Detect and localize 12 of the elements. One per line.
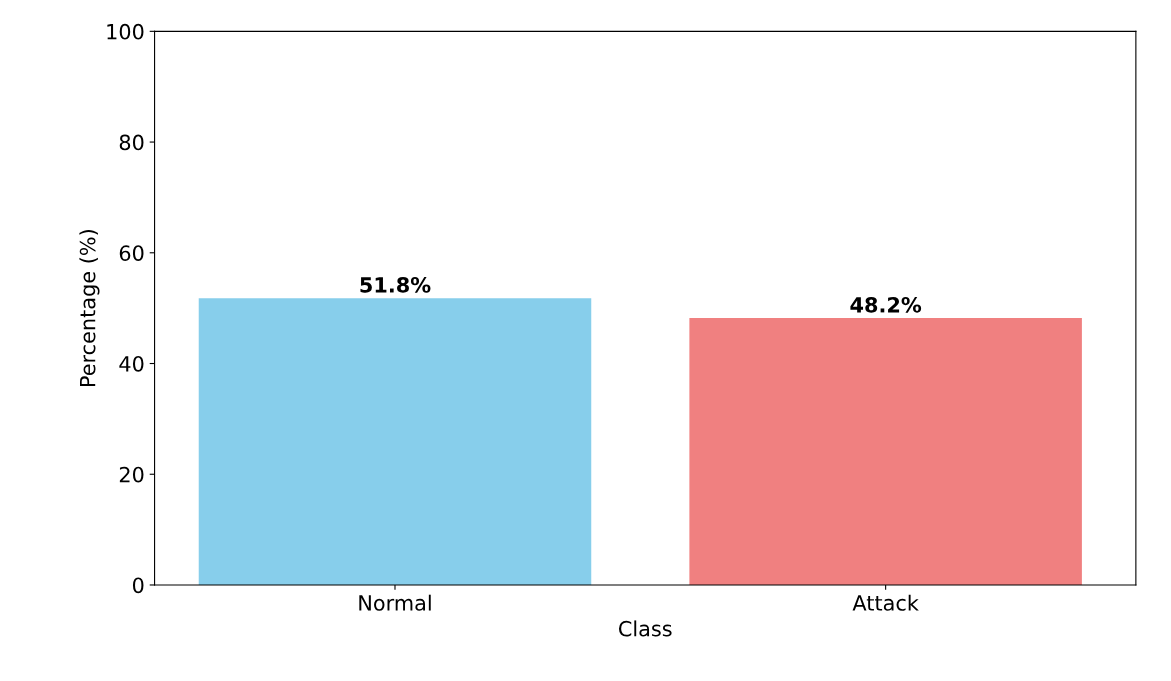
y-tick-label: 20 [119,466,144,483]
y-tick-label: 40 [119,355,144,372]
y-tick-label: 60 [119,245,144,261]
y-tick-label: 80 [119,134,144,151]
y-tick-label: 100 [107,23,144,40]
x-tick-label: Attack [852,594,919,611]
data-label: 51.8% [360,277,431,293]
y-axis-title: Percentage (%) [79,230,100,387]
x-tick-label: Normal [359,594,431,611]
y-tick-label: 0 [132,577,144,594]
data-label: 48.2% [850,296,922,313]
x-axis-title: Class [618,620,672,637]
